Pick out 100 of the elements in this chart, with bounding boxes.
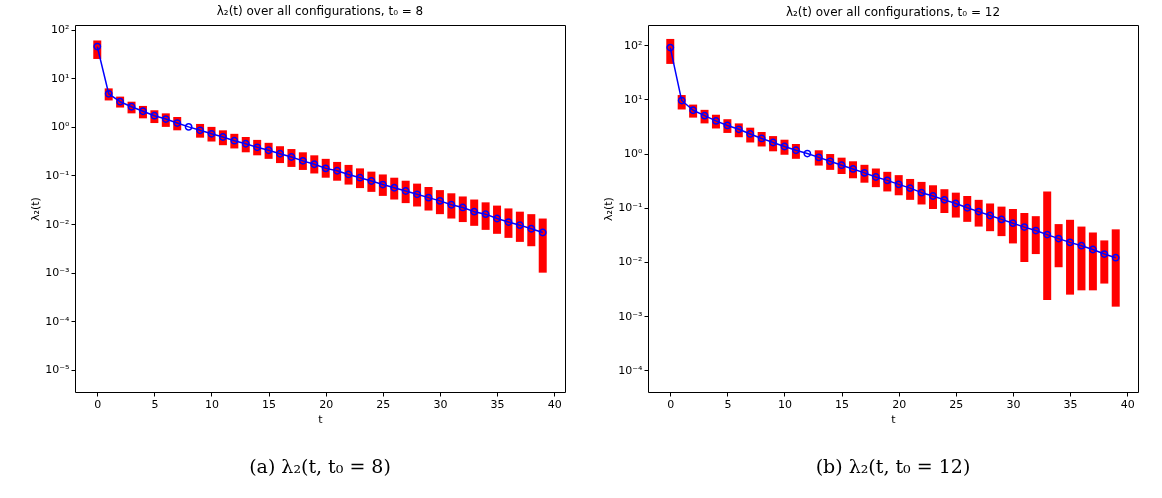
point [184, 122, 193, 131]
bar [1088, 232, 1097, 291]
point [344, 170, 353, 179]
y-tick-label: 10⁻⁵ [45, 363, 70, 377]
point [700, 111, 709, 120]
x-tick-label: 10 [204, 397, 219, 411]
x-axis-title: t [318, 412, 324, 426]
point [504, 218, 513, 226]
point [321, 164, 330, 173]
point [207, 129, 216, 138]
y-tick-label: 10⁰ [624, 147, 644, 161]
point [769, 138, 777, 147]
text: (a) λ₂(t, t₀ = 8) [249, 455, 391, 477]
point [401, 187, 410, 195]
chart-title: λ₂(t) over all configurations, t₀ = 8 [216, 3, 424, 18]
point [298, 156, 307, 165]
x-tick-label: 0 [667, 397, 675, 411]
point [1020, 223, 1029, 232]
y-axis-title: λ₂(t) [602, 197, 616, 221]
point [849, 165, 857, 173]
point [974, 207, 983, 216]
point [253, 143, 262, 152]
point [481, 210, 490, 219]
point [826, 157, 835, 166]
point [356, 173, 364, 182]
point [792, 146, 800, 155]
point [367, 177, 376, 185]
point [436, 196, 444, 205]
point [264, 146, 273, 155]
point [963, 203, 972, 212]
point [917, 188, 926, 197]
x-tick-label: 20 [319, 397, 334, 411]
x-tick-label: 35 [1063, 397, 1078, 411]
point [241, 139, 250, 148]
point [390, 183, 399, 192]
x-axis-title: t [891, 412, 897, 426]
x-tick-label: 15 [835, 397, 850, 411]
point [951, 199, 960, 208]
point [287, 153, 296, 161]
point [746, 130, 755, 138]
point [940, 195, 949, 204]
point [757, 134, 766, 143]
point [906, 184, 915, 193]
y-tick-label: 10⁻³ [45, 266, 70, 280]
x-tick-label: 25 [949, 397, 964, 411]
x-tick-label: 10 [777, 397, 792, 411]
x-tick-label: 15 [262, 397, 277, 411]
x-tick-label: 30 [1006, 397, 1021, 411]
y-tick-label: 10⁻¹ [618, 201, 643, 215]
point [413, 190, 421, 199]
text: (b) λ₂(t, t₀ = 12) [815, 455, 971, 477]
point [803, 149, 812, 158]
point [458, 203, 467, 212]
point [515, 221, 524, 230]
point [837, 161, 846, 170]
point [1031, 226, 1040, 235]
y-tick-label: 10⁻² [45, 217, 70, 231]
point [780, 142, 789, 151]
y-tick-label: 10² [51, 23, 70, 37]
y-tick-label: 10² [624, 38, 643, 52]
y-tick-label: 10⁻³ [618, 309, 643, 323]
x-tick-label: 5 [724, 397, 732, 411]
point [310, 160, 319, 169]
point [527, 224, 536, 233]
point [150, 111, 159, 120]
bar [1111, 229, 1120, 307]
x-tick-label: 40 [1120, 397, 1135, 411]
x-tick-label: 40 [547, 397, 562, 411]
point [161, 115, 170, 123]
point [1009, 219, 1017, 228]
bar [1077, 226, 1086, 291]
point [734, 125, 743, 134]
point [1054, 234, 1063, 243]
point [1066, 238, 1074, 247]
point [929, 192, 937, 200]
bar [538, 218, 547, 273]
point [871, 173, 880, 181]
point [1077, 241, 1086, 250]
y-tick-label: 10¹ [624, 92, 643, 106]
point [378, 180, 387, 189]
x-tick-label: 30 [433, 397, 448, 411]
point [493, 214, 501, 223]
point [997, 215, 1006, 224]
x-tick-label: 20 [892, 397, 907, 411]
y-tick-label: 10¹ [51, 71, 70, 85]
y-tick-label: 10⁻² [618, 255, 643, 269]
point [230, 136, 239, 145]
point [276, 149, 284, 158]
point [1100, 250, 1109, 258]
point [860, 168, 869, 177]
y-tick-label: 10⁻¹ [45, 168, 70, 182]
point [986, 211, 994, 220]
point [677, 96, 686, 105]
x-tick-label: 0 [94, 397, 102, 411]
point [883, 176, 892, 185]
y-axis-title: λ₂(t) [29, 197, 43, 221]
point [894, 180, 903, 189]
bar [1020, 213, 1029, 262]
point [814, 153, 823, 162]
y-tick-label: 10⁻⁴ [45, 314, 71, 328]
